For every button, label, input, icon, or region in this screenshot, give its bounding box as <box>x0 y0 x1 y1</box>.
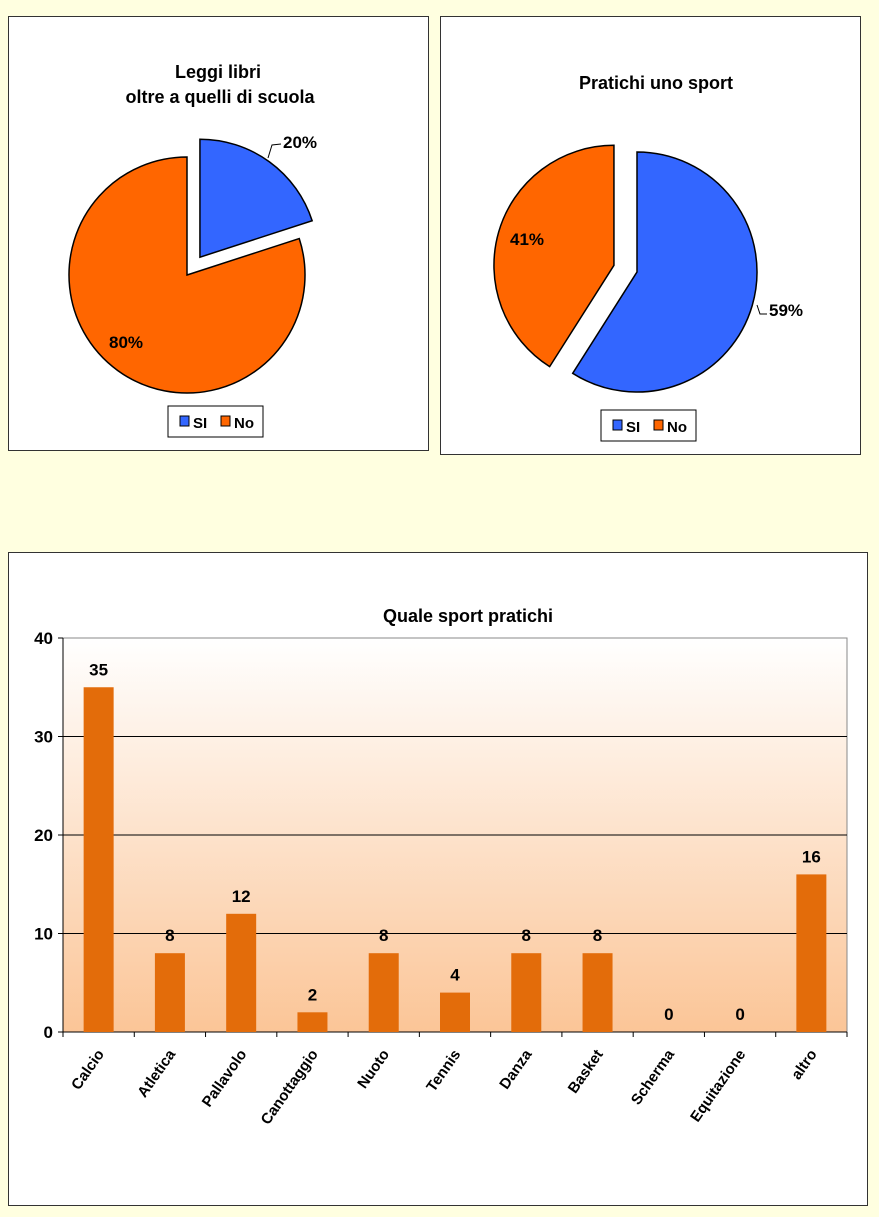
x-tick-label: Nuoto <box>354 1047 393 1092</box>
y-tick-label: 0 <box>44 1023 53 1042</box>
data-label: 16 <box>802 847 821 866</box>
pie2-legend: SI No <box>600 409 697 442</box>
data-label: 8 <box>593 926 602 945</box>
pie-slice-si <box>199 138 314 259</box>
bar-basket <box>582 953 613 1032</box>
x-tick-label: Canottaggio <box>258 1047 322 1128</box>
x-tick-label: Equitazione <box>687 1047 749 1126</box>
data-label: 0 <box>735 1005 744 1024</box>
x-tick-label: Danza <box>496 1046 536 1092</box>
data-label: 2 <box>308 985 317 1004</box>
y-tick-label: 40 <box>34 629 53 648</box>
data-label: 0 <box>664 1005 673 1024</box>
x-tick-label: Scherma <box>628 1046 679 1108</box>
pie1-legend: SI No <box>167 405 264 438</box>
bar-atletica <box>154 953 185 1032</box>
legend-swatch-no <box>220 415 231 427</box>
y-tick-label: 10 <box>34 925 53 944</box>
legend-label-si: SI <box>193 415 207 432</box>
x-tick-label: Basket <box>565 1047 607 1097</box>
pie1-label-no: 80% <box>109 333 143 352</box>
pie2-leader-line <box>756 304 767 315</box>
data-label: 8 <box>522 926 531 945</box>
bar-pallavolo <box>226 913 257 1032</box>
x-tick-label: Tennis <box>423 1047 464 1095</box>
pie-slice-si <box>571 151 758 393</box>
y-tick-label: 20 <box>34 826 53 845</box>
bar-nuoto <box>368 953 399 1032</box>
x-tick-label: altro <box>788 1047 821 1083</box>
legend-label-no: No <box>667 419 687 436</box>
bar-danza <box>511 953 542 1032</box>
pie2-label-no: 41% <box>510 230 544 249</box>
pie2-title: Pratichi uno sport <box>579 73 733 93</box>
y-tick-label: 30 <box>34 728 53 747</box>
pie1-title-line2: oltre a quelli di scuola <box>125 87 315 107</box>
pie-slice-no <box>493 144 615 368</box>
bar-tennis <box>440 992 470 1032</box>
data-label: 8 <box>379 926 388 945</box>
legend-swatch-si <box>612 419 623 431</box>
bar-calcio <box>83 687 114 1032</box>
x-tick-label: Pallavolo <box>199 1047 251 1111</box>
legend-swatch-si <box>179 415 190 427</box>
pie2-label-si: 59% <box>769 301 803 320</box>
pie1-leader-line <box>267 143 282 159</box>
bar-altro <box>796 874 827 1032</box>
x-tick-label: Calcio <box>68 1047 108 1094</box>
pie1-title-line1: Leggi libri <box>175 62 261 82</box>
data-label: 35 <box>89 660 108 679</box>
legend-label-no: No <box>234 415 254 432</box>
legend-swatch-no <box>653 419 664 431</box>
data-label: 12 <box>232 887 251 906</box>
legend-label-si: SI <box>626 419 640 436</box>
pie1-label-si: 20% <box>283 133 317 152</box>
x-tick-label: Atletica <box>134 1046 179 1101</box>
pie-slice-no <box>68 156 306 394</box>
data-label: 8 <box>165 926 174 945</box>
bar-chart-title: Quale sport pratichi <box>383 606 553 626</box>
data-label: 4 <box>450 966 460 985</box>
bar-canottaggio <box>297 1012 328 1032</box>
